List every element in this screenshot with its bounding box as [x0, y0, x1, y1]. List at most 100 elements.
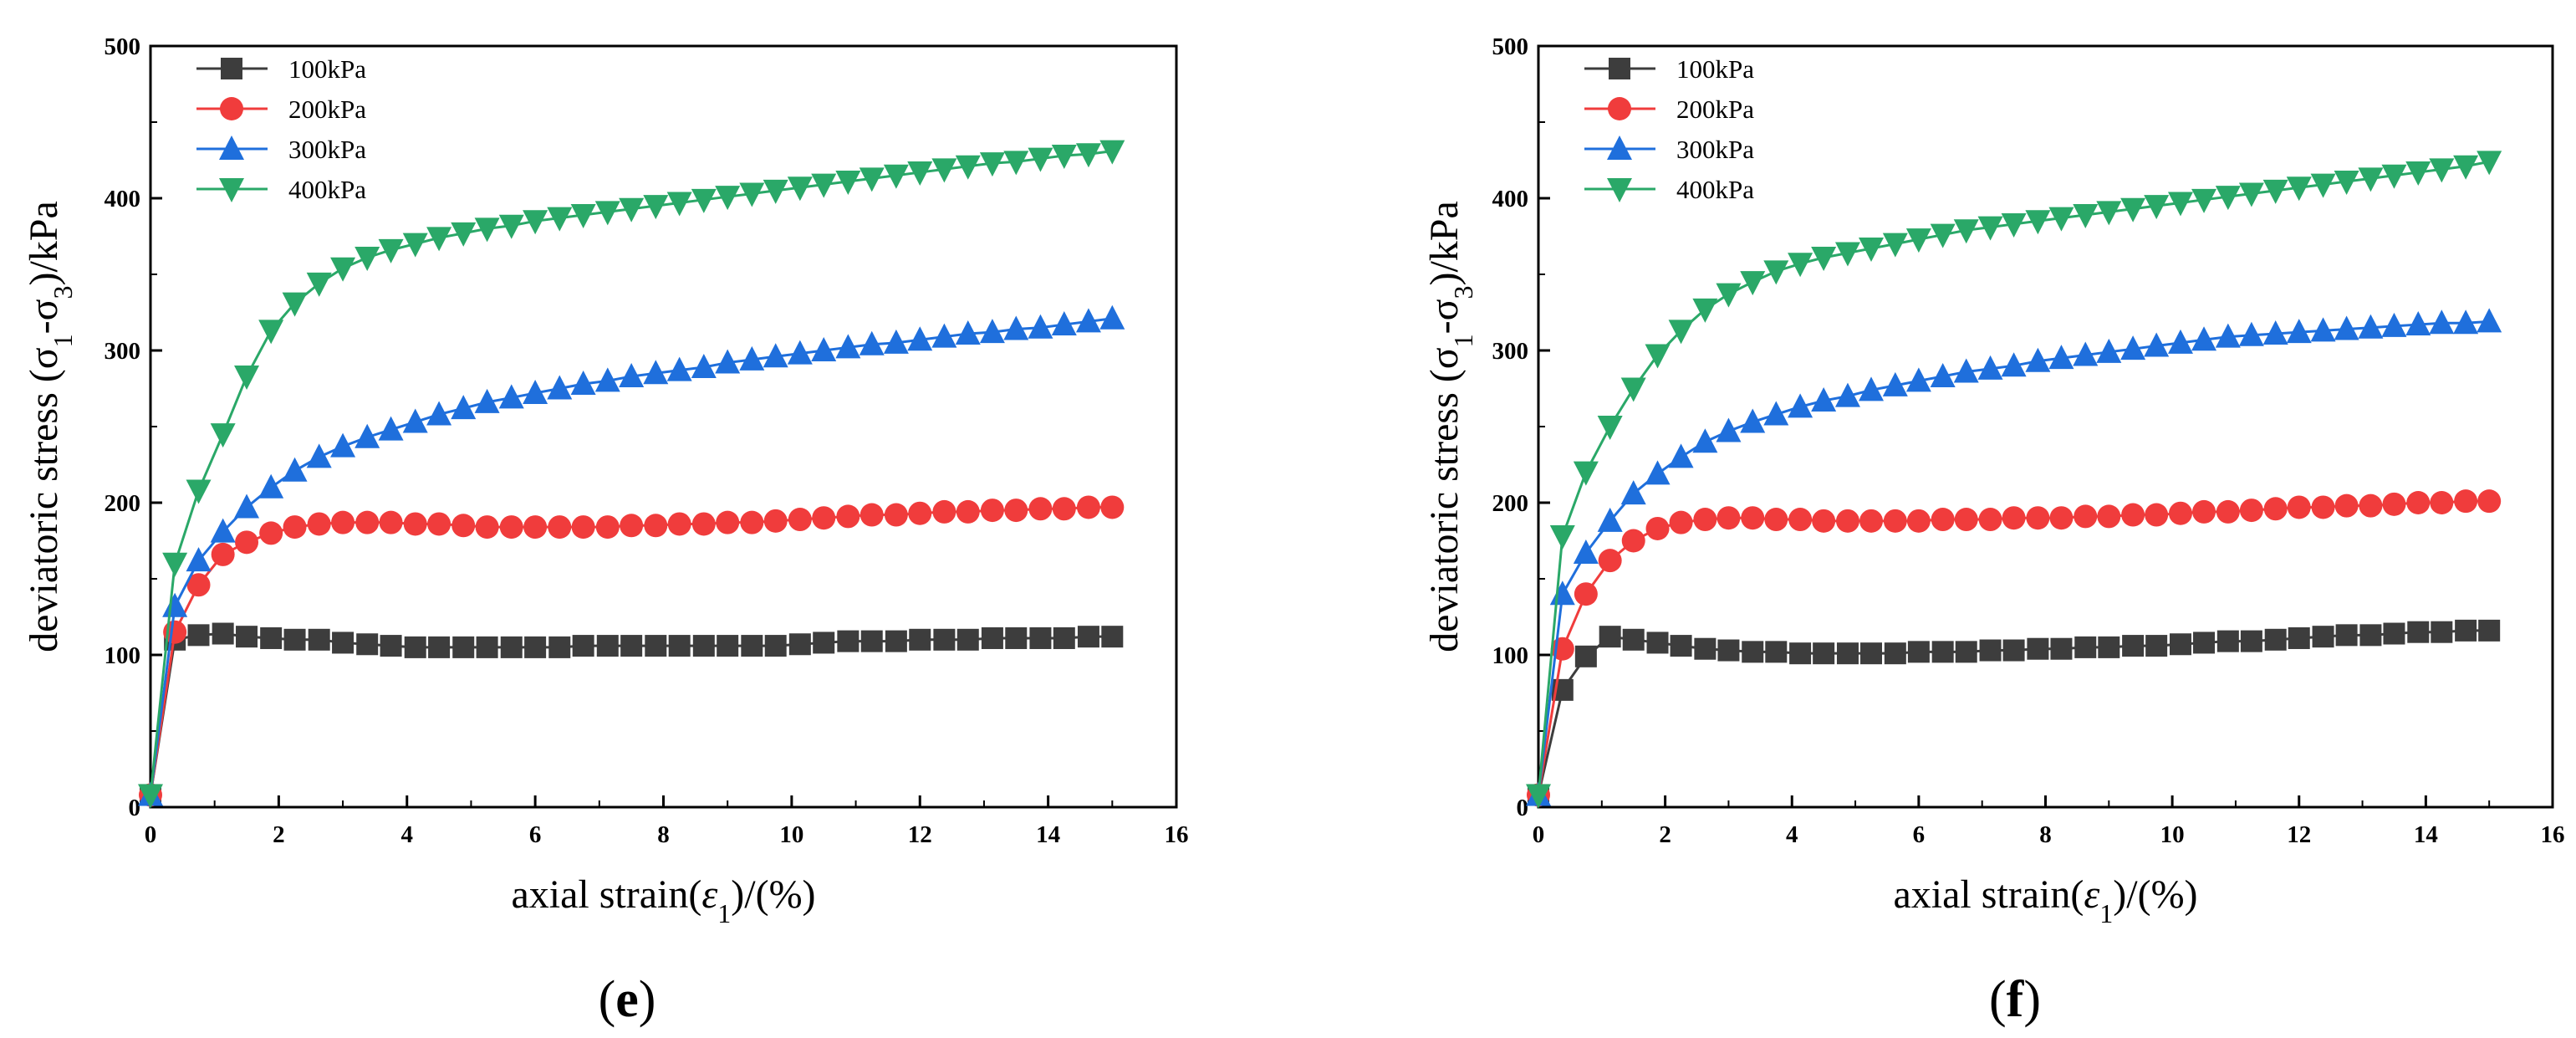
- data-point: [2240, 630, 2262, 652]
- legend-label: 300kPa: [1676, 135, 1754, 164]
- data-point: [1076, 495, 1100, 519]
- data-point: [2144, 332, 2170, 357]
- data-point: [1620, 377, 1646, 402]
- data-point: [594, 201, 620, 226]
- data-point: [2478, 619, 2501, 642]
- data-point: [2074, 504, 2098, 529]
- data-point: [2215, 186, 2241, 211]
- data-point: [2286, 176, 2312, 202]
- series-100kPa: [140, 622, 1124, 806]
- data-point: [1053, 626, 1075, 649]
- data-point: [2405, 311, 2431, 336]
- data-point: [1077, 626, 1099, 648]
- data-point: [2001, 352, 2027, 377]
- data-point: [979, 319, 1005, 344]
- data-point: [451, 514, 476, 538]
- data-point: [1621, 529, 1645, 553]
- data-point: [860, 630, 883, 652]
- data-point: [523, 379, 548, 404]
- data-point: [283, 515, 307, 539]
- data-point: [811, 173, 837, 198]
- panel-label: (e): [599, 971, 656, 1028]
- data-point: [2477, 489, 2502, 514]
- data-point: [1669, 510, 1693, 534]
- x-tick-label: 4: [1786, 821, 1798, 848]
- data-point: [2050, 637, 2073, 660]
- data-point: [1620, 480, 1646, 505]
- data-point: [2215, 323, 2241, 348]
- data-point: [1860, 642, 1883, 665]
- data-point: [955, 155, 981, 180]
- data-point: [2073, 204, 2099, 229]
- data-point: [548, 636, 571, 658]
- y-tick-label: 500: [105, 33, 141, 60]
- legend: 100kPa 200kPa 300kPa 400kPa: [196, 54, 366, 204]
- data-point: [691, 354, 717, 379]
- data-point: [1811, 387, 1837, 412]
- data-point: [1645, 344, 1671, 369]
- data-point: [1765, 641, 1788, 663]
- data-point: [1907, 641, 1930, 663]
- data-point: [691, 512, 716, 536]
- data-point: [1741, 506, 1765, 530]
- legend-marker: [1608, 97, 1631, 120]
- data-point: [1051, 311, 1077, 336]
- data-point: [619, 197, 645, 222]
- data-point: [427, 512, 451, 536]
- legend-label: 200kPa: [1676, 95, 1754, 124]
- data-point: [2169, 633, 2191, 656]
- data-point: [2191, 326, 2217, 351]
- data-point: [1789, 642, 1812, 665]
- data-point: [811, 337, 837, 361]
- data-point: [1597, 416, 1623, 440]
- data-point: [2167, 329, 2193, 354]
- data-point: [2239, 499, 2263, 523]
- data-point: [1979, 639, 2002, 662]
- data-point: [1836, 642, 1859, 665]
- data-point: [1977, 355, 2003, 380]
- data-point: [1549, 525, 1575, 550]
- data-point: [2311, 495, 2335, 519]
- x-tick-label: 10: [2160, 821, 2185, 848]
- data-point: [306, 443, 332, 468]
- data-point: [813, 631, 835, 654]
- data-point: [212, 622, 234, 645]
- legend-label: 400kPa: [1676, 175, 1754, 204]
- data-point: [763, 179, 788, 204]
- data-point: [812, 506, 836, 530]
- data-point: [1668, 320, 1694, 345]
- data-point: [548, 515, 572, 539]
- data-point: [2048, 345, 2074, 370]
- data-point: [716, 510, 740, 534]
- legend-label: 300kPa: [288, 135, 366, 164]
- data-point: [1978, 508, 2002, 532]
- data-point: [1670, 635, 1692, 657]
- data-point: [620, 635, 643, 657]
- series-line: [1537, 160, 2490, 795]
- data-point: [644, 514, 668, 538]
- data-point: [2144, 195, 2170, 220]
- data-point: [331, 510, 355, 534]
- data-point: [451, 222, 477, 247]
- data-point: [907, 326, 933, 351]
- data-point: [2453, 155, 2479, 180]
- data-point: [235, 530, 259, 555]
- x-tick-label: 16: [1165, 821, 1189, 848]
- data-point: [883, 164, 909, 189]
- data-point: [2455, 619, 2477, 642]
- data-point: [1763, 401, 1789, 426]
- data-point: [2192, 499, 2216, 524]
- data-point: [715, 186, 741, 211]
- data-point: [378, 416, 404, 441]
- data-point: [1906, 509, 1931, 533]
- data-point: [980, 499, 1004, 523]
- data-point: [668, 635, 691, 657]
- data-point: [282, 292, 308, 317]
- x-tick-label: 2: [1659, 821, 1671, 848]
- data-point: [2216, 630, 2239, 652]
- data-point: [835, 334, 861, 359]
- data-point: [2122, 635, 2145, 657]
- data-point: [2359, 493, 2383, 518]
- data-point: [2406, 491, 2431, 514]
- y-tick-label: 200: [105, 490, 141, 517]
